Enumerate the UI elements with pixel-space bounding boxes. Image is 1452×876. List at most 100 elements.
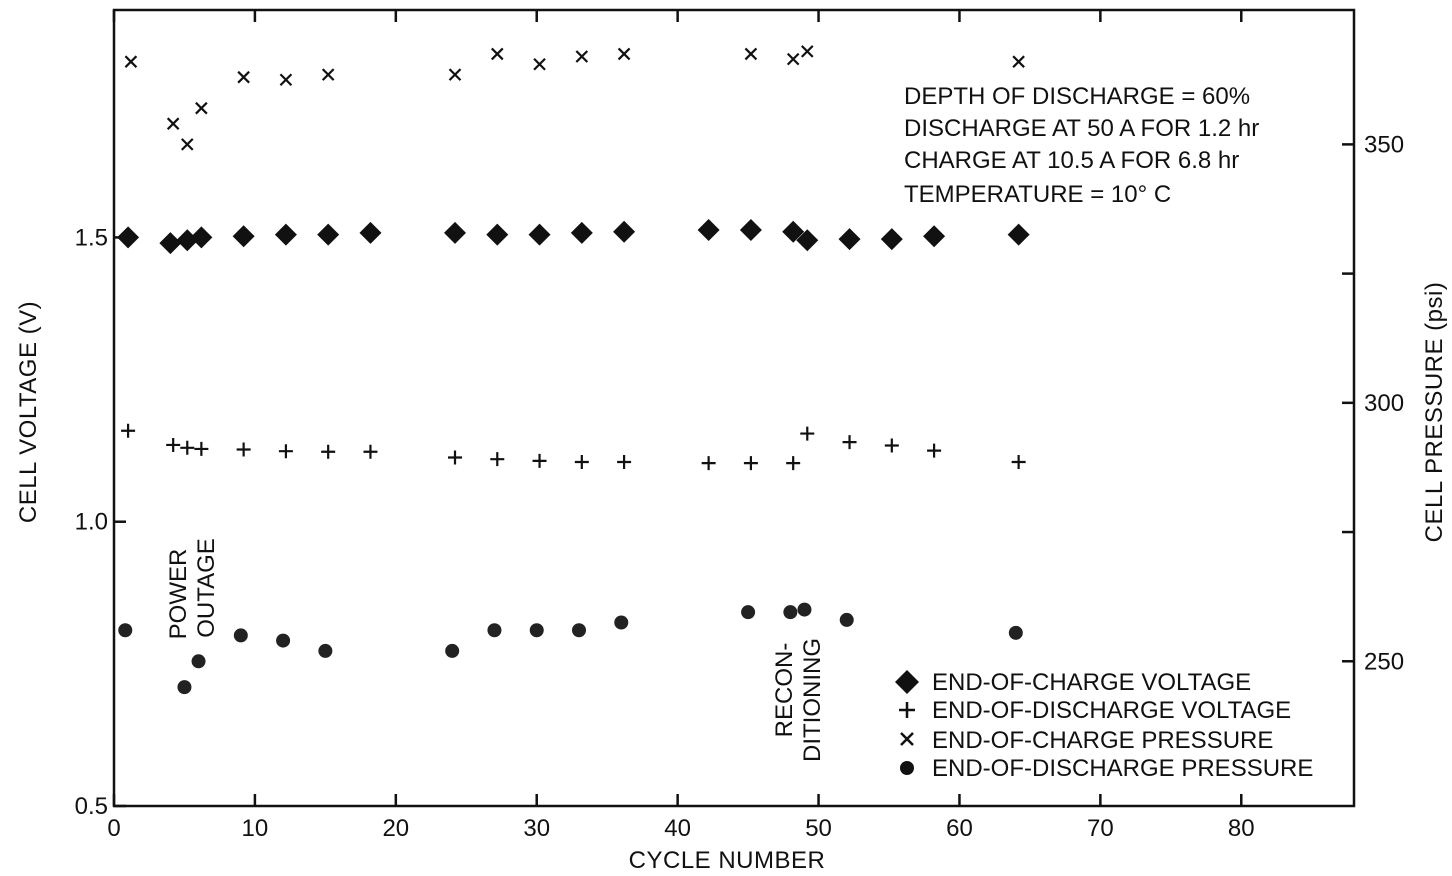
series-circle [118, 602, 1023, 695]
legend-marker-diamond [895, 670, 919, 694]
legend-label: END-OF-DISCHARGE VOLTAGE [932, 697, 1291, 724]
data-point-plus [194, 441, 209, 456]
data-point-plus [574, 455, 589, 470]
data-point-circle [572, 623, 586, 638]
series-x [124, 45, 1025, 151]
data-point-x [617, 47, 631, 61]
data-point-diamond [923, 225, 946, 248]
data-point-x [744, 47, 758, 61]
legend-item-end-of-charge-pressure: END-OF-CHARGE PRESSURE [900, 727, 1273, 754]
data-point-x [1012, 55, 1025, 68]
data-point-diamond [739, 219, 762, 242]
data-point-plus [236, 442, 251, 457]
x-tick-label: 20 [382, 815, 409, 842]
data-point-circle [118, 623, 133, 638]
y-axis-left: 0.5 1.0 1.5 [75, 224, 126, 820]
plot-frame [112, 8, 1356, 808]
legend-item-end-of-charge-voltage: END-OF-CHARGE VOLTAGE [895, 669, 1251, 696]
data-point-plus [180, 440, 195, 455]
data-point-diamond [444, 221, 466, 244]
data-point-circle [797, 602, 812, 617]
data-point-plus [490, 452, 505, 467]
data-point-plus [842, 435, 857, 450]
data-point-circle [614, 615, 629, 630]
data-point-plus [166, 437, 181, 452]
data-point-circle [487, 623, 502, 638]
data-point-circle [783, 605, 798, 620]
data-point-x [575, 50, 589, 63]
legend-label: END-OF-CHARGE PRESSURE [932, 727, 1273, 754]
data-point-circle [445, 643, 460, 658]
data-point-x [786, 52, 800, 66]
x-tick-label: 0 [107, 815, 120, 842]
data-point-x [180, 138, 194, 151]
data-point-x [237, 70, 250, 84]
series-diamond [117, 219, 1030, 255]
legend-marker-x [900, 732, 914, 746]
callout-reconditioning: RECON- DITIONING [771, 638, 826, 762]
x-axis-title: CYCLE NUMBER [629, 847, 826, 874]
y-axis-right: 250 300 350 [1342, 131, 1404, 675]
data-point-plus [121, 423, 136, 438]
data-point-circle [529, 623, 544, 638]
data-point-circle [191, 654, 206, 669]
data-point-plus [363, 444, 378, 459]
x-tick-label: 40 [664, 815, 691, 842]
data-point-plus [1011, 455, 1026, 470]
callout-power-outage-line-2: OUTAGE [193, 538, 220, 638]
data-point-plus [532, 453, 547, 468]
legend-label: END-OF-DISCHARGE PRESSURE [932, 755, 1313, 782]
data-point-diamond [274, 223, 297, 246]
legend-item-end-of-discharge-voltage: END-OF-DISCHARGE VOLTAGE [899, 697, 1291, 724]
legend-label: END-OF-CHARGE VOLTAGE [932, 669, 1251, 696]
data-point-x [195, 101, 208, 115]
data-point-circle [233, 628, 248, 643]
legend-item-end-of-discharge-pressure: END-OF-DISCHARGE PRESSURE [900, 755, 1313, 782]
data-point-circle [1008, 625, 1023, 640]
data-point-x [279, 73, 293, 87]
data-point-plus [701, 456, 716, 471]
data-point-plus [927, 443, 942, 458]
data-point-diamond [528, 223, 551, 246]
data-point-diamond [1007, 223, 1030, 246]
data-point-diamond [190, 226, 213, 249]
data-point-diamond [796, 229, 819, 252]
data-point-circle [276, 633, 291, 648]
x-tick-label: 30 [523, 815, 550, 842]
x-tick-label: 50 [805, 815, 832, 842]
data-point-circle [177, 680, 192, 695]
callout-power-outage: POWER OUTAGE [165, 538, 220, 639]
data-point-diamond [880, 228, 903, 251]
legend-marker-plus [899, 702, 915, 718]
data-point-x [166, 117, 180, 130]
data-point-x [800, 45, 814, 58]
data-point-diamond [117, 226, 140, 249]
x-axis: 0 10 20 30 40 50 60 70 80 [107, 10, 1255, 842]
y2-tick-label: 250 [1364, 648, 1404, 675]
data-point-circle [741, 605, 756, 620]
data-point-diamond [782, 220, 805, 243]
x-tick-label: 10 [242, 815, 269, 842]
y2-tick-label: 350 [1364, 131, 1404, 158]
annotation-discharge-rate: DISCHARGE AT 50 A FOR 1.2 hr [904, 115, 1259, 142]
y2-tick-label: 300 [1364, 390, 1404, 417]
y-tick-label: 1.5 [75, 224, 108, 251]
data-point-x [124, 55, 138, 68]
data-point-diamond [697, 219, 720, 242]
data-point-plus [617, 455, 632, 470]
data-point-diamond [176, 229, 199, 252]
data-point-x [490, 47, 504, 61]
data-point-diamond [838, 228, 861, 251]
callout-reconditioning-line-1: RECON- [771, 643, 798, 738]
data-point-diamond [232, 225, 255, 248]
annotation-temperature: TEMPERATURE = 10° C [904, 181, 1171, 208]
data-point-plus [278, 444, 293, 459]
series-plus [121, 423, 1026, 471]
data-point-plus [321, 444, 336, 459]
data-point-diamond [570, 221, 593, 244]
data-point-diamond [159, 232, 182, 255]
data-point-diamond [486, 223, 509, 246]
data-point-x [533, 57, 546, 71]
x-tick-label: 80 [1228, 815, 1255, 842]
data-points [117, 45, 1030, 695]
